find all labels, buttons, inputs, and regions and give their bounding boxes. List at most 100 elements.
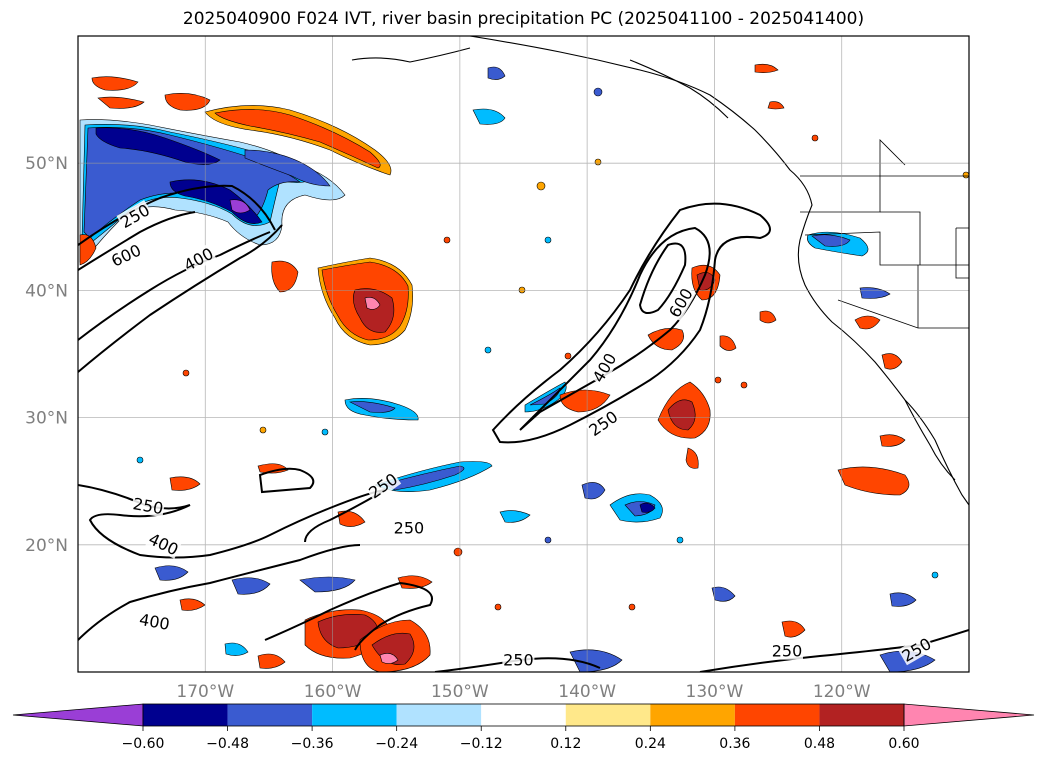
colorbar-bin <box>143 704 228 726</box>
pos-region <box>164 93 211 111</box>
neg-region <box>499 510 531 523</box>
lon-tick-label: 170°W <box>176 682 234 702</box>
neg-speck <box>544 536 552 544</box>
contour-label-bg <box>116 199 154 232</box>
neg-region <box>859 287 891 299</box>
contour-label-bg <box>107 240 145 271</box>
contour-label-bg <box>392 518 425 537</box>
colorbar-extend-high <box>903 703 1035 727</box>
colorbar-extend-low <box>12 703 144 727</box>
pos-region <box>91 76 139 91</box>
neg-region <box>384 465 465 491</box>
lat-tick-label: 30°N <box>25 409 68 429</box>
neg-region <box>299 576 356 593</box>
colorbar-bin <box>227 704 313 726</box>
coastlines <box>351 36 969 506</box>
neg-region <box>348 401 396 413</box>
colorbar-tick-label: 0.48 <box>804 736 835 752</box>
colorbar-bin <box>565 704 651 726</box>
pos-region <box>364 297 381 310</box>
neg-speck <box>676 536 684 544</box>
contour-label-bg <box>130 494 166 518</box>
pos-region <box>353 288 395 333</box>
colorbar-bin <box>312 704 397 726</box>
pos-region <box>881 353 903 370</box>
ivt-contour-250 <box>78 184 276 246</box>
neg-region <box>95 127 221 165</box>
pos-speck <box>536 181 546 191</box>
contour-label: 400 <box>138 610 171 634</box>
neg-region <box>581 482 606 500</box>
pos-speck <box>628 603 636 611</box>
pos-speck <box>740 381 748 389</box>
contour-label-group: 250 <box>584 406 622 440</box>
map-frame <box>77 35 970 673</box>
contour-label-group: 250 <box>502 650 535 670</box>
ivt-contour-250-south <box>78 484 386 559</box>
pos-speck <box>453 547 463 557</box>
neg-region <box>154 565 189 581</box>
neg-region <box>889 592 917 607</box>
pos-region <box>397 575 433 589</box>
contour-label-group: 250 <box>392 518 425 537</box>
pos-speck <box>811 134 819 142</box>
lat-tick-label: 50°N <box>25 154 68 174</box>
neg-speck <box>544 236 552 244</box>
colorbar-tick-label: 0.36 <box>719 736 750 752</box>
ivt-contour-400 <box>78 231 271 341</box>
contour-label: 250 <box>503 651 534 670</box>
pos-region <box>559 389 611 413</box>
lat-tick-label: 20°N <box>25 536 68 556</box>
neg-region <box>711 586 736 602</box>
colorbar-tick-label: 0.60 <box>888 736 919 752</box>
contour-label-bg <box>364 468 402 503</box>
ivt-contour-250-small <box>258 467 315 494</box>
neg-region <box>472 108 506 125</box>
pos-region <box>879 434 906 447</box>
neg-speck <box>136 456 144 464</box>
lon-tick-label: 130°W <box>686 682 744 702</box>
pos-speck <box>443 236 451 244</box>
pos-region <box>754 63 779 73</box>
neg-region <box>244 149 331 187</box>
neg-speck <box>321 428 329 436</box>
pos-region <box>169 476 201 491</box>
pos-speck <box>182 369 190 377</box>
neg-region <box>229 199 251 214</box>
colorbar-bin <box>650 704 735 726</box>
colorbar-bin <box>481 704 566 726</box>
contour-label: 250 <box>394 518 425 537</box>
neg-speck <box>593 87 603 97</box>
contour-label-group: 250 <box>770 641 803 661</box>
contour-label-bg <box>137 609 172 634</box>
colorbar-bin <box>396 704 482 726</box>
colorbar-tick-label: 0.12 <box>550 736 581 752</box>
colorbar-tick-label: −0.12 <box>460 736 503 752</box>
pos-region <box>719 335 737 351</box>
graticule <box>78 36 969 672</box>
colorbar-bin <box>819 704 904 726</box>
contour-label-bg <box>180 243 217 275</box>
pos-region <box>271 260 299 293</box>
neg-speck <box>484 346 492 354</box>
pos-region <box>781 620 806 638</box>
lat-tick-label: 40°N <box>25 281 68 301</box>
neg-speck <box>931 571 939 579</box>
state-borders <box>800 139 969 329</box>
neg-region <box>224 642 249 656</box>
pos-speck <box>962 171 969 179</box>
ivt-contour-250b <box>78 224 283 373</box>
contour-label: 250 <box>585 407 621 440</box>
neg-region <box>231 577 271 595</box>
colorbar-tick-label: −0.48 <box>206 736 249 752</box>
colorbar-tick-label: −0.24 <box>375 736 418 752</box>
longitude-labels: 170°W 160°W 150°W 140°W 130°W 120°W <box>176 682 870 702</box>
pos-speck <box>494 603 502 611</box>
pos-speck <box>594 158 602 166</box>
neg-region <box>487 66 506 80</box>
ivt-contour-600 <box>78 211 196 271</box>
pos-speck <box>564 352 572 360</box>
ivt-contour-250-s2 <box>264 581 433 651</box>
